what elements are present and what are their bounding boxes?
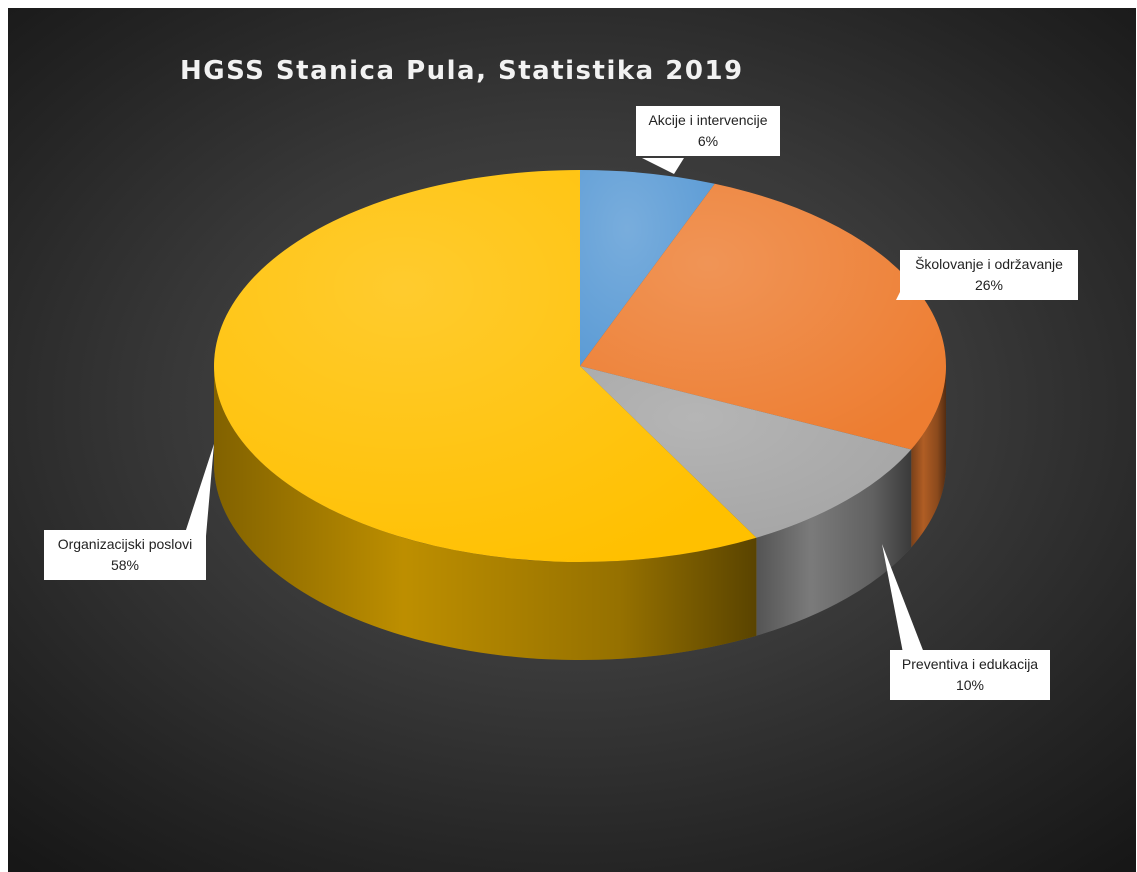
- data-label-akcije: Akcije i intervencije 6%: [636, 106, 780, 156]
- data-label-skolovanje-value: 26%: [974, 277, 1004, 293]
- leader-line-organizacijski: [184, 444, 214, 536]
- data-label-skolovanje-name: Školovanje i održavanje: [915, 256, 1063, 272]
- pie-slice-shine-organizacijski: [214, 170, 757, 562]
- pie-chart: [184, 158, 947, 661]
- data-label-preventiva-name: Preventiva i edukacija: [901, 656, 1039, 672]
- pie-side-shade-organizacijski: [214, 366, 757, 661]
- data-label-preventiva: Preventiva i edukacija 10%: [890, 650, 1050, 700]
- data-label-preventiva-value: 10%: [955, 677, 985, 693]
- data-label-skolovanje: Školovanje i održavanje 26%: [900, 250, 1078, 300]
- chart-title: HGSS Stanica Pula, Statistika 2019: [180, 56, 744, 86]
- leader-line-preventiva: [882, 544, 926, 658]
- data-label-organizacijski: Organizacijski poslovi 58%: [44, 530, 206, 580]
- pie-slice-shine-skolovanje: [580, 183, 947, 450]
- data-label-akcije-name: Akcije i intervencije: [648, 112, 768, 128]
- pie-slice-shine-preventiva: [580, 366, 912, 538]
- data-label-akcije-value: 6%: [697, 133, 719, 149]
- leader-line-akcije: [642, 158, 684, 174]
- chart-area: HGSS Stanica Pula, Statistika 2019 Akcij…: [8, 8, 1136, 872]
- pie-side-shade-skolovanje: [911, 366, 946, 548]
- data-label-organizacijski-name: Organizacijski poslovi: [57, 536, 193, 552]
- pie-side-shade-preventiva: [756, 449, 912, 636]
- data-label-organizacijski-value: 58%: [110, 557, 140, 573]
- pie-slice-shine-akcije: [580, 170, 715, 366]
